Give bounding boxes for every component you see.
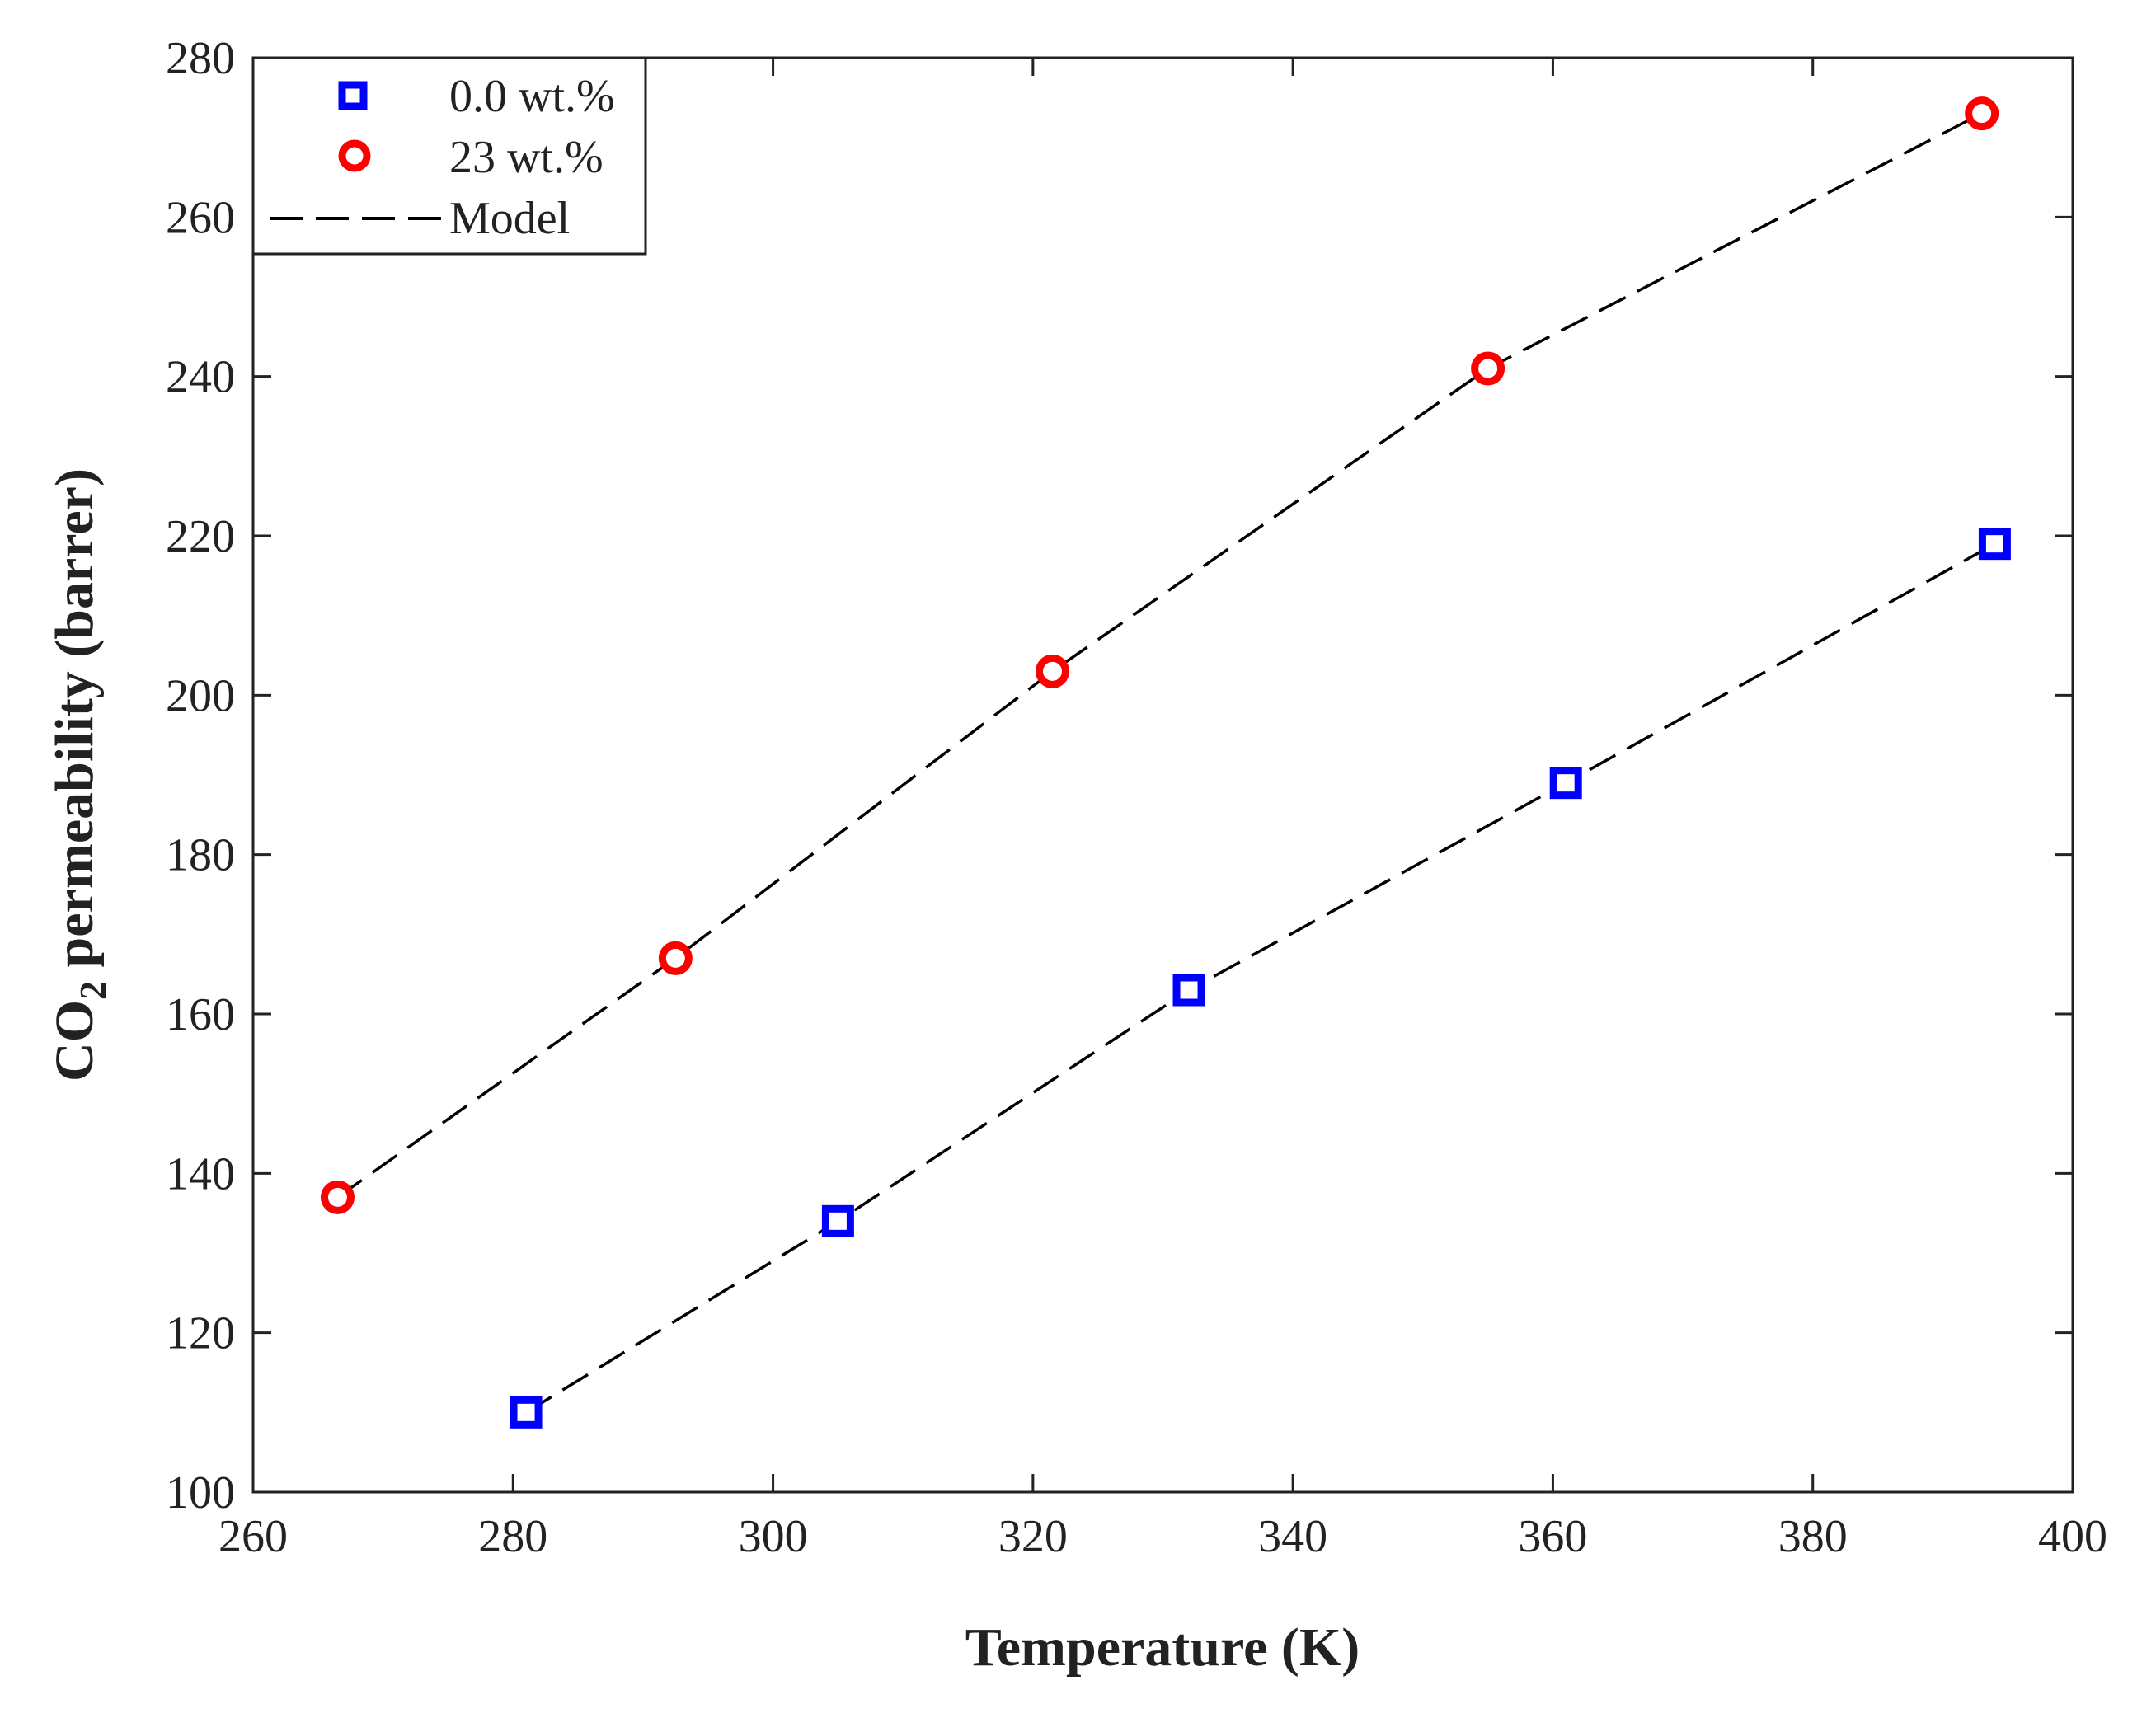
point-series1-4: [1965, 96, 1999, 131]
point-series1-2: [1036, 654, 1070, 688]
y-tick-label-140: 140: [166, 1148, 235, 1199]
y-tick-label-160: 160: [166, 989, 235, 1040]
plot-area: 260 280 300 320 340 360 380 400 100 120 140 160 180…: [166, 33, 2107, 1562]
legend-box: [251, 56, 647, 256]
x-tick-label-360: 360: [1518, 1511, 1587, 1562]
y-tick-label-260: 260: [166, 192, 235, 243]
model-lines: [336, 112, 1996, 1414]
model-line-1: [336, 112, 1983, 1199]
legend-label-23wt: 23 wt.%: [449, 132, 604, 183]
y-axis-title: CO2 permeability (barrer): [45, 468, 114, 1082]
y-axis-title-rest: permeability (barrer): [45, 468, 105, 981]
y-tick-label-200: 200: [166, 670, 235, 721]
y-axis-ticks: 100 120 140 160 180 200 220 240 260 280: [166, 33, 2073, 1519]
point-series0-3: [1549, 767, 1582, 800]
y-tick-label-180: 180: [166, 830, 235, 881]
model-line-0: [525, 542, 1996, 1414]
point-series0-0: [510, 1396, 543, 1429]
legend-label-model: Model: [449, 193, 570, 244]
y-tick-label-240: 240: [166, 352, 235, 403]
legend-marker-circle: [338, 139, 371, 172]
point-series1-3: [1471, 351, 1505, 386]
x-tick-label-280: 280: [478, 1511, 547, 1562]
legend: 0.0 wt.% 23 wt.% Model: [251, 56, 647, 256]
x-tick-label-300: 300: [739, 1511, 808, 1562]
x-axis-title: Temperature (K): [965, 1617, 1360, 1678]
y-tick-label-120: 120: [166, 1308, 235, 1359]
legend-label-0wt: 0.0 wt.%: [449, 71, 615, 122]
x-axis-ticks: 260 280 300 320 340 360 380 400: [218, 58, 2107, 1562]
data-markers: [320, 96, 2011, 1429]
point-series1-0: [320, 1180, 355, 1214]
point-series0-4: [1978, 528, 2011, 561]
legend-marker-square: [338, 81, 368, 110]
x-tick-label-380: 380: [1778, 1511, 1848, 1562]
y-tick-label-220: 220: [166, 511, 235, 562]
x-tick-label-260: 260: [218, 1511, 288, 1562]
point-series0-2: [1172, 974, 1205, 1007]
x-tick-label-320: 320: [998, 1511, 1068, 1562]
y-tick-label-280: 280: [166, 33, 235, 84]
point-series1-1: [658, 941, 693, 975]
y-tick-label-100: 100: [166, 1467, 235, 1519]
y-axis-title-subscript: 2: [72, 981, 114, 1000]
y-axis-title-main: CO: [45, 1000, 105, 1082]
point-series0-1: [821, 1204, 854, 1237]
x-tick-label-340: 340: [1258, 1511, 1327, 1562]
x-tick-label-400: 400: [2038, 1511, 2107, 1562]
plot-frame: [251, 56, 2074, 1494]
